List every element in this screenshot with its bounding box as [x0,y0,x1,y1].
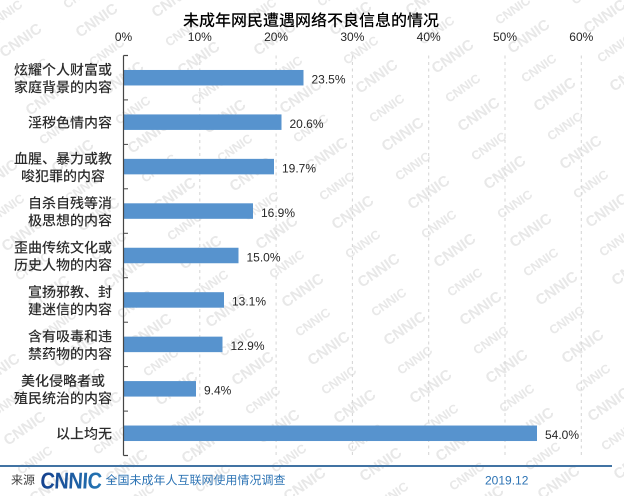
svg-text:30%: 30% [340,30,364,44]
svg-text:13.1%: 13.1% [232,295,266,309]
svg-text:23.5%: 23.5% [312,73,346,87]
svg-text:20.6%: 20.6% [290,117,324,131]
svg-text:12.9%: 12.9% [231,339,265,353]
svg-text:16.9%: 16.9% [261,206,295,220]
svg-text:54.0%: 54.0% [545,428,579,442]
svg-text:15.0%: 15.0% [247,250,281,264]
svg-text:20%: 20% [264,30,288,44]
svg-text:40%: 40% [417,30,441,44]
svg-text:2019.12: 2019.12 [485,474,529,488]
svg-text:10%: 10% [188,30,212,44]
svg-text:0%: 0% [115,30,133,44]
svg-text:60%: 60% [569,30,593,44]
svg-text:9.4%: 9.4% [204,384,232,398]
svg-text:50%: 50% [493,30,517,44]
svg-text:CNNIC: CNNIC [40,467,103,494]
svg-text:19.7%: 19.7% [282,161,316,175]
